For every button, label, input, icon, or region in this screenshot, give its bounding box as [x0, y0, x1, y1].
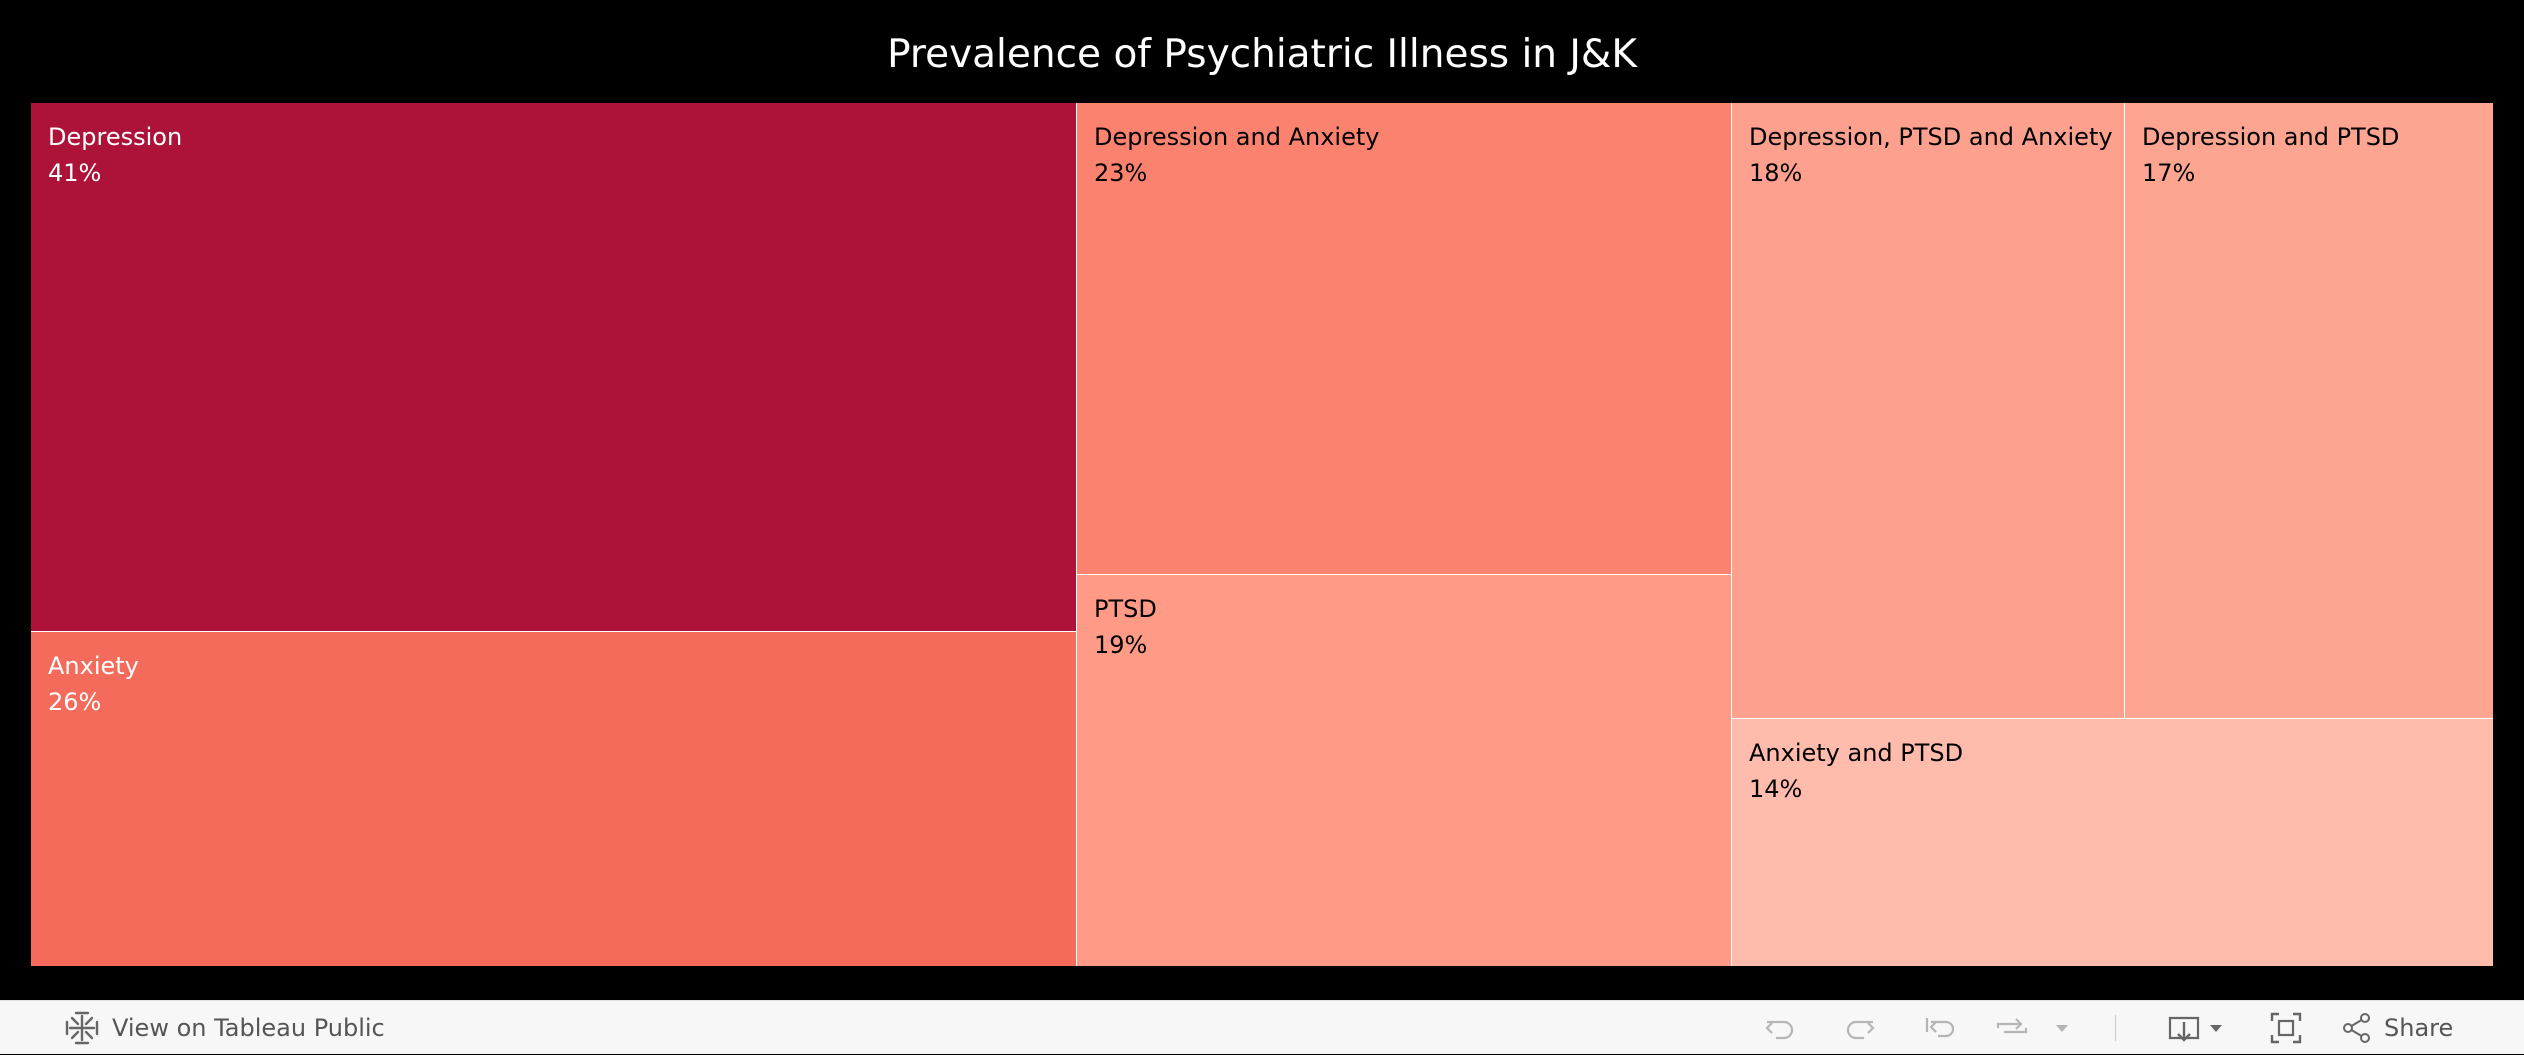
tile-depression-and-ptsd[interactable]: Depression and PTSD 17%	[2125, 103, 2493, 718]
tile-depression-ptsd-and-anxiety[interactable]: Depression, PTSD and Anxiety 18%	[1732, 103, 2124, 718]
redo-icon	[1842, 1010, 1878, 1046]
share-label: Share	[2384, 1014, 2454, 1042]
dropdown-arrow-icon	[2206, 1018, 2226, 1038]
undo-icon	[1762, 1010, 1798, 1046]
tile-value: 19%	[1094, 631, 1148, 659]
tile-value: 17%	[2142, 159, 2196, 187]
tableau-toolbar: View on Tableau Public	[0, 1000, 2524, 1054]
fullscreen-icon	[2268, 1010, 2304, 1046]
tableau-logo-icon	[64, 1010, 112, 1046]
tile-value: 18%	[1749, 159, 1803, 187]
tile-depression[interactable]: Depression 41%	[31, 103, 1076, 631]
tile-label: Anxiety and PTSD	[1749, 739, 1964, 767]
tile-anxiety-and-ptsd[interactable]: Anxiety and PTSD 14%	[1732, 719, 2493, 966]
tile-value: 26%	[48, 688, 102, 716]
share-button[interactable]: Share	[2340, 1001, 2453, 1055]
view-on-tableau-link[interactable]: View on Tableau Public	[64, 1001, 385, 1055]
tile-label: Depression and Anxiety	[1094, 123, 1380, 151]
download-icon	[2166, 1010, 2202, 1046]
tile-label: Anxiety	[48, 652, 139, 680]
tile-label: Depression	[48, 123, 183, 151]
tile-ptsd[interactable]: PTSD 19%	[1077, 575, 1731, 966]
revert-icon	[1922, 1010, 1958, 1046]
tile-label: Depression and PTSD	[2142, 123, 2400, 151]
tile-value: 14%	[1749, 775, 1803, 803]
tile-label: PTSD	[1094, 595, 1157, 623]
dropdown-arrow-icon	[2052, 1018, 2072, 1038]
download-button[interactable]	[2166, 1001, 2226, 1055]
redo-button[interactable]	[1842, 1001, 1878, 1055]
refresh-icon	[1994, 1010, 2030, 1046]
undo-button[interactable]	[1762, 1001, 1798, 1055]
tile-value: 41%	[48, 159, 102, 187]
revert-button[interactable]	[1922, 1001, 1958, 1055]
tile-anxiety[interactable]: Anxiety 26%	[31, 632, 1076, 966]
share-icon	[2340, 1011, 2384, 1045]
tile-value: 23%	[1094, 159, 1148, 187]
refresh-button[interactable]	[1994, 1001, 2030, 1055]
fullscreen-button[interactable]	[2268, 1001, 2304, 1055]
refresh-dropdown-button[interactable]	[2052, 1001, 2072, 1055]
view-on-tableau-label: View on Tableau Public	[112, 1014, 385, 1042]
tableau-viz: Prevalence of Psychiatric Illness in J&K…	[31, 32, 2493, 966]
chart-title: Prevalence of Psychiatric Illness in J&K	[887, 32, 1637, 77]
treemap: Depression 41% Anxiety 26% Depression and An…	[31, 103, 2493, 966]
tile-depression-and-anxiety[interactable]: Depression and Anxiety 23%	[1077, 103, 1731, 574]
tile-label: Depression, PTSD and Anxiety	[1749, 123, 2113, 151]
toolbar-divider	[2115, 1015, 2116, 1041]
